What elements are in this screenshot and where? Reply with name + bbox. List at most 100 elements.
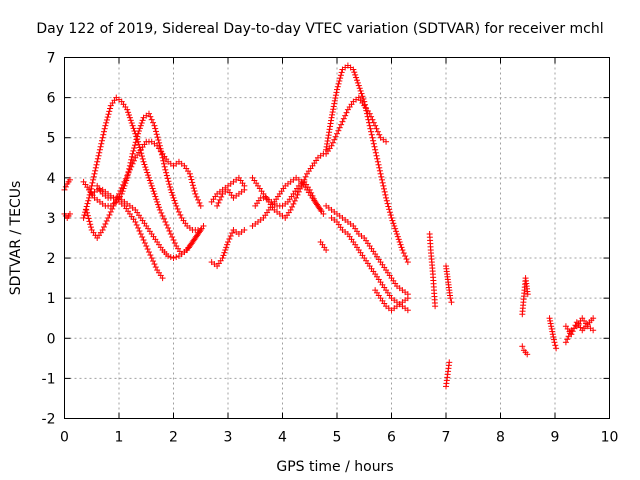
data-point bbox=[400, 250, 407, 257]
data-point bbox=[329, 109, 336, 116]
data-point bbox=[165, 224, 172, 231]
data-point bbox=[383, 194, 390, 201]
data-point bbox=[114, 193, 121, 200]
data-point bbox=[159, 212, 166, 219]
data-point bbox=[448, 299, 455, 306]
x-tick-label: 6 bbox=[387, 430, 396, 446]
data-point bbox=[369, 134, 376, 141]
data-point bbox=[128, 163, 135, 170]
data-point bbox=[127, 117, 134, 124]
data-point bbox=[330, 103, 337, 110]
data-point bbox=[147, 180, 154, 187]
data-point bbox=[125, 111, 132, 118]
data-point bbox=[376, 167, 383, 174]
data-point bbox=[331, 136, 338, 143]
data-point bbox=[152, 125, 159, 132]
data-point bbox=[219, 255, 226, 262]
data-point bbox=[144, 246, 151, 253]
data-point bbox=[130, 147, 137, 154]
data-point bbox=[225, 239, 231, 246]
data-point bbox=[161, 163, 168, 170]
data-point bbox=[216, 196, 223, 203]
data-point bbox=[160, 160, 167, 167]
data-point bbox=[166, 227, 173, 234]
data-point bbox=[308, 189, 315, 196]
data-point bbox=[366, 122, 373, 129]
data-point bbox=[221, 249, 228, 256]
data-point bbox=[91, 170, 98, 177]
data-point bbox=[92, 167, 99, 174]
data-point bbox=[166, 181, 173, 188]
data-point bbox=[86, 218, 93, 225]
data-point bbox=[368, 128, 375, 135]
data-point bbox=[369, 116, 376, 123]
data-point bbox=[331, 97, 338, 104]
data-point bbox=[137, 230, 144, 237]
data-point bbox=[446, 359, 453, 366]
data-point bbox=[148, 255, 155, 262]
data-point bbox=[317, 206, 324, 213]
data-point bbox=[384, 200, 391, 207]
data-point bbox=[368, 131, 375, 138]
axis-ticks: 0 1 2 3 4 5 6 7 8 9 10 -2 -1 0 1 2 3 4 5 6 7 bbox=[42, 51, 619, 446]
data-point bbox=[329, 111, 336, 118]
x-tick-label: 5 bbox=[333, 430, 342, 446]
data-point bbox=[372, 146, 379, 153]
data-point bbox=[96, 146, 103, 153]
data-point bbox=[374, 158, 381, 165]
data-point bbox=[100, 131, 107, 138]
data-point bbox=[404, 295, 411, 302]
data-point bbox=[353, 74, 360, 81]
y-tick-label: -2 bbox=[42, 412, 56, 428]
data-point bbox=[331, 100, 338, 107]
data-point bbox=[162, 166, 169, 173]
data-point bbox=[351, 69, 358, 76]
data-point bbox=[90, 173, 97, 180]
data-point bbox=[397, 241, 404, 248]
data-point bbox=[549, 331, 556, 338]
chart-title: Day 122 of 2019, Sidereal Day-to-day VTE… bbox=[36, 21, 603, 37]
data-point bbox=[120, 181, 127, 188]
data-point bbox=[378, 176, 385, 183]
data-point bbox=[152, 264, 159, 271]
data-point bbox=[170, 194, 177, 201]
data-point bbox=[241, 226, 248, 233]
data-point bbox=[224, 241, 231, 248]
data-point bbox=[189, 182, 196, 189]
data-point bbox=[190, 185, 197, 192]
data-point bbox=[150, 119, 157, 126]
data-point bbox=[550, 336, 557, 343]
data-point bbox=[294, 191, 301, 198]
data-point bbox=[136, 125, 143, 132]
data-point bbox=[163, 221, 170, 228]
data-point bbox=[150, 188, 157, 195]
x-tick-label: 7 bbox=[442, 430, 451, 446]
data-point bbox=[142, 164, 149, 171]
data-point bbox=[373, 125, 380, 132]
data-point bbox=[173, 202, 180, 209]
data-point bbox=[138, 120, 145, 127]
data-point bbox=[380, 182, 387, 189]
data-point bbox=[150, 258, 157, 265]
data-point bbox=[332, 133, 339, 140]
data-point bbox=[104, 114, 111, 121]
data-point bbox=[130, 157, 137, 164]
data-point bbox=[352, 71, 359, 78]
data-point bbox=[105, 214, 112, 221]
data-point bbox=[164, 175, 171, 182]
data-point bbox=[547, 317, 554, 324]
y-tick-label: 7 bbox=[47, 51, 56, 67]
data-point bbox=[118, 184, 125, 191]
data-point bbox=[99, 226, 106, 233]
data-point bbox=[287, 206, 294, 213]
data-point bbox=[133, 221, 140, 228]
data-point bbox=[147, 113, 154, 120]
data-point bbox=[106, 211, 113, 218]
data-point bbox=[229, 229, 236, 236]
data-point bbox=[187, 173, 194, 180]
data-point bbox=[166, 184, 173, 191]
data-point bbox=[548, 323, 555, 330]
data-point bbox=[170, 255, 177, 262]
data-point bbox=[398, 244, 405, 251]
data-points bbox=[61, 62, 597, 390]
